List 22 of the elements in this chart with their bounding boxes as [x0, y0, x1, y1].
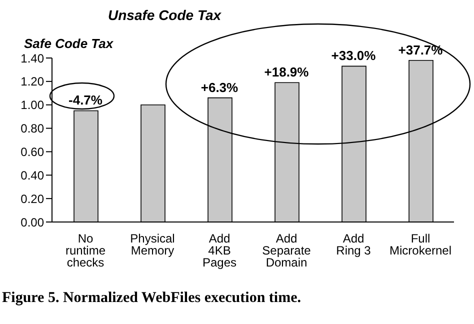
x-tick-label: Add 4KB Pages	[202, 232, 237, 270]
y-tick-label: 0.20	[20, 192, 44, 206]
x-tick-label: Add Ring 3	[336, 232, 372, 258]
y-tick-label: 0.00	[20, 215, 44, 230]
y-tick-label: 0.60	[20, 144, 44, 159]
y-tick-label: 0.40	[20, 168, 44, 182]
y-tick-label: 1.00	[20, 98, 44, 112]
annotation: +18.9%	[264, 64, 310, 80]
x-tick-label: Full Microkernel	[389, 232, 452, 258]
x-tick-label: No runtime checks	[65, 232, 106, 270]
y-tick-label: 1.20	[20, 74, 44, 89]
annotation: +37.7%	[398, 42, 444, 58]
y-tick-label: 0.80	[20, 122, 44, 136]
caption: Figure 5. Normalized WebFiles execution time.	[2, 290, 301, 307]
text: Unsafe Code Tax	[108, 7, 222, 23]
x-tick-label: Add Separate Domain	[262, 232, 312, 270]
annotation: +33.0%	[331, 48, 376, 64]
annotation: -4.7%	[68, 92, 103, 108]
x-tick-label: Physical Memory	[130, 232, 175, 258]
y-tick-label: 1.40	[20, 51, 44, 66]
annotation: +6.3%	[200, 80, 239, 95]
text: Safe Code Tax	[24, 36, 114, 51]
